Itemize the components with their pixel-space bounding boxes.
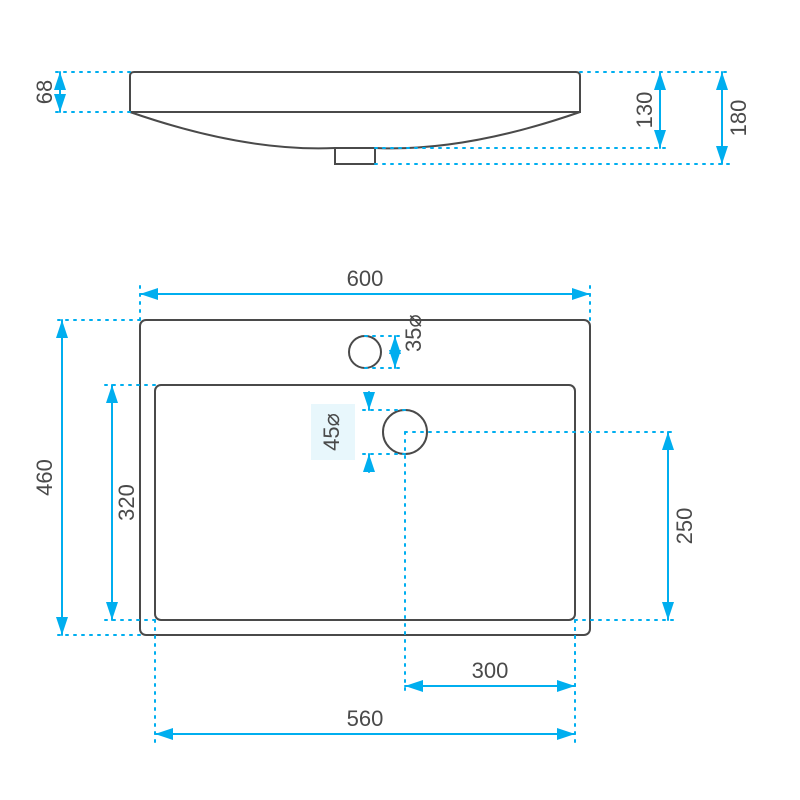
side-view: 68 130 180	[32, 72, 751, 164]
dim-drain-offset-x: 300	[472, 658, 509, 683]
dim-outer-width: 600	[347, 266, 384, 291]
dim-bowl-depth: 320	[114, 484, 139, 521]
top-view: 600 35⌀ 45⌀ 460 320 250 300 560	[32, 266, 697, 742]
tap-hole	[349, 336, 381, 368]
basin-bowl	[155, 385, 575, 620]
dim-bowl-width: 560	[347, 706, 384, 731]
dim-rim-height: 68	[32, 80, 57, 104]
dim-total-height: 180	[726, 100, 751, 137]
dim-drain-offset-y: 250	[672, 508, 697, 545]
dim-outer-depth: 460	[32, 459, 57, 496]
dim-drain-dia: 45⌀	[319, 413, 344, 451]
dim-drain-drop: 130	[632, 92, 657, 129]
dim-tap-dia: 35⌀	[401, 314, 426, 352]
